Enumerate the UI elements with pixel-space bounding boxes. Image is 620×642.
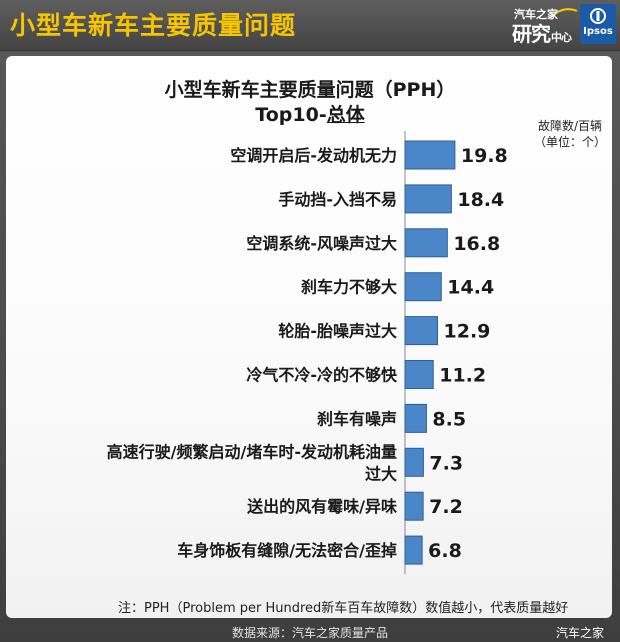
page-title: 小型车新车主要质量问题 <box>10 11 297 40</box>
swoosh-icon <box>548 8 578 20</box>
value-label: 12.9 <box>444 321 491 343</box>
bar <box>404 491 424 521</box>
unit-label: 故障数/百辆 （单位：个） <box>520 118 620 150</box>
category-label: 车身饰板有缝隙/无法密合/歪掉 <box>177 541 397 560</box>
bar <box>404 140 456 170</box>
bar <box>404 535 423 565</box>
bar <box>404 272 442 302</box>
chart-title: 小型车新车主要质量问题（PPH） Top10-总体 <box>100 78 520 128</box>
watermark: 汽车之家 <box>556 626 605 640</box>
unit-label-line2: （单位：个） <box>533 135 606 149</box>
category-label: 刹车有噪声 <box>317 409 397 428</box>
chart-title-prefix: Top10- <box>255 104 327 126</box>
category-label: 手动挡-入挡不易 <box>278 190 397 209</box>
autohome-research-logo: 汽车之家 研究中心 <box>508 4 578 47</box>
bar <box>404 360 434 389</box>
category-label: 过大 <box>365 464 397 483</box>
brand-top-label: 汽车之家 <box>514 8 558 21</box>
chart-title-line1: 小型车新车主要质量问题（PPH） <box>164 79 456 101</box>
category-label: 空调开启后-发动机无力 <box>230 146 397 165</box>
category-label: 高速行驶/频繁启动/堵车时-发动机耗油量 <box>107 442 397 461</box>
bar <box>404 228 448 258</box>
unit-label-line1: 故障数/百辆 <box>537 119 603 133</box>
chart-title-emph: 总体 <box>326 104 365 126</box>
value-label: 7.3 <box>429 452 463 474</box>
chart-panel <box>6 56 612 618</box>
category-label: 空调系统-风噪声过大 <box>246 234 397 253</box>
ipsos-mark-icon <box>590 8 606 24</box>
category-label: 送出的风有霉味/异味 <box>246 497 397 516</box>
ipsos-logo: Ipsos <box>580 4 616 44</box>
value-label: 11.2 <box>439 365 486 387</box>
value-label: 7.2 <box>429 496 463 518</box>
bar <box>404 403 427 433</box>
value-label: 6.8 <box>428 540 462 562</box>
data-source: 数据来源：汽车之家质量产品 <box>231 626 388 640</box>
brand-main-label: 研究中心 <box>512 18 572 47</box>
ipsos-label: Ipsos <box>583 26 613 37</box>
value-label: 18.4 <box>457 189 504 211</box>
value-label: 19.8 <box>461 145 508 167</box>
category-label: 冷气不冷-冷的不够快 <box>246 366 398 385</box>
bar <box>404 316 439 346</box>
value-label: 16.8 <box>453 233 500 255</box>
chart-title-line2: Top10-总体 <box>100 103 520 128</box>
value-label: 8.5 <box>432 408 466 430</box>
value-label: 14.4 <box>447 277 494 299</box>
footnote: 注：PPH（Problem per Hundred新车百车故障数）数值越小，代表… <box>118 601 569 616</box>
brand-sub-text: 中心 <box>551 31 572 44</box>
category-label: 轮胎-胎噪声过大 <box>278 322 397 341</box>
header-bar: 小型车新车主要质量问题 汽车之家 研究中心 Ipsos <box>0 0 620 51</box>
bar <box>404 184 452 214</box>
bar <box>404 447 424 477</box>
brand-main-text: 研究 <box>512 22 551 46</box>
category-label: 刹车力不够大 <box>301 278 397 297</box>
